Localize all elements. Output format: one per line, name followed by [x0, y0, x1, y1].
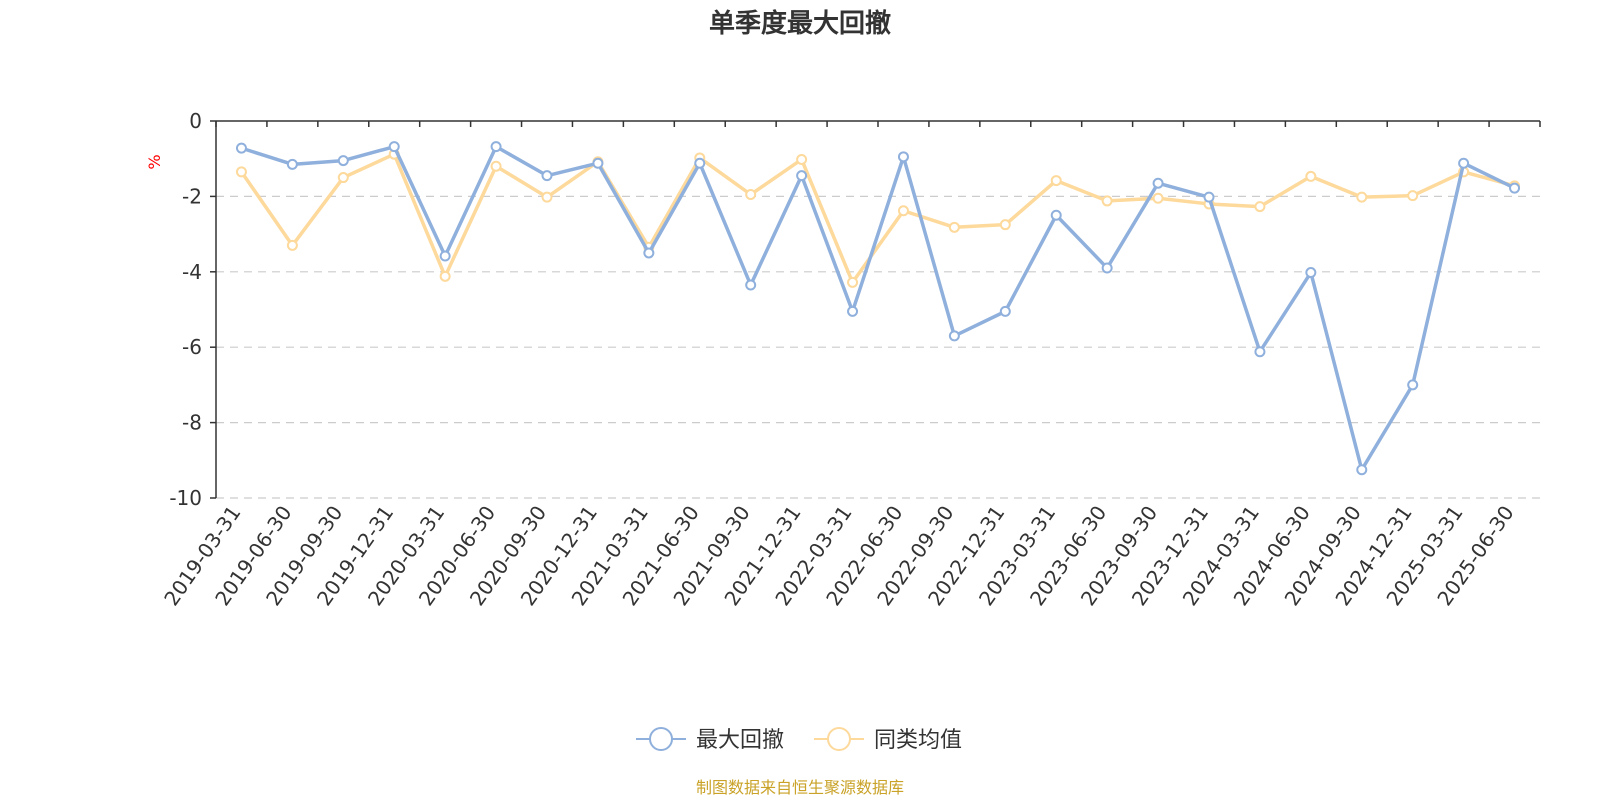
data-point-2 — [337, 172, 349, 184]
data-point-1 — [592, 157, 604, 169]
data-point-2 — [897, 205, 909, 217]
legend-item-1[interactable]: 最大回撤 — [636, 727, 784, 753]
data-point-2 — [796, 153, 808, 165]
data-point-2 — [286, 239, 298, 251]
data-point-1 — [1407, 379, 1419, 391]
legend[interactable]: 最大回撤 同类均值 — [636, 727, 962, 753]
series-layer — [235, 141, 1521, 476]
data-point-2 — [439, 270, 451, 282]
data-point-2 — [1254, 201, 1266, 213]
data-point-1 — [541, 170, 553, 182]
data-point-1 — [847, 305, 859, 317]
data-point-2 — [490, 160, 502, 172]
data-point-1 — [1356, 464, 1368, 476]
data-point-2 — [1050, 175, 1062, 187]
data-point-1 — [1458, 157, 1470, 169]
data-point-1 — [948, 330, 960, 342]
y-tick-label: -8 — [182, 411, 202, 435]
data-point-2 — [1101, 195, 1113, 207]
y-axis-unit: % — [145, 154, 164, 169]
grid-lines — [216, 195, 1540, 499]
y-tick-label: -6 — [182, 335, 202, 359]
data-point-1 — [694, 157, 706, 169]
data-point-2 — [1305, 170, 1317, 182]
data-point-2 — [999, 219, 1011, 231]
data-point-2 — [1356, 191, 1368, 203]
data-point-1 — [1254, 346, 1266, 358]
data-point-1 — [388, 141, 400, 153]
data-point-1 — [643, 247, 655, 259]
series-line-1 — [240, 144, 1516, 472]
y-tick-label: -4 — [182, 260, 202, 284]
data-point-2 — [541, 191, 553, 203]
series-line-2 — [240, 152, 1516, 285]
y-tick-label: -2 — [182, 184, 202, 208]
data-point-1 — [897, 151, 909, 163]
data-point-1 — [235, 142, 247, 154]
legend-label-2: 同类均值 — [874, 728, 962, 753]
data-point-2 — [745, 189, 757, 201]
legend-marker-1 — [649, 727, 673, 751]
data-point-1 — [439, 250, 451, 262]
data-point-1 — [1050, 209, 1062, 221]
data-point-1 — [745, 279, 757, 291]
chart-title: 单季度最大回撤 — [709, 8, 891, 39]
data-point-1 — [1203, 191, 1215, 203]
data-point-1 — [796, 170, 808, 182]
data-point-1 — [490, 141, 502, 153]
data-point-1 — [1509, 182, 1521, 194]
data-point-1 — [1101, 262, 1113, 274]
y-tick-label: -10 — [169, 486, 202, 510]
data-point-1 — [1152, 177, 1164, 189]
data-point-2 — [1407, 190, 1419, 202]
data-point-2 — [948, 221, 960, 233]
data-point-1 — [999, 305, 1011, 317]
data-point-1 — [286, 158, 298, 170]
legend-item-2[interactable]: 同类均值 — [814, 727, 962, 753]
data-point-2 — [847, 276, 859, 288]
legend-label-1: 最大回撤 — [696, 728, 784, 753]
legend-marker-2 — [827, 727, 851, 751]
data-point-2 — [1152, 192, 1164, 204]
data-point-1 — [337, 155, 349, 167]
y-tick-label: 0 — [189, 109, 202, 133]
data-point-2 — [235, 166, 247, 178]
data-point-1 — [1305, 267, 1317, 279]
source-note: 制图数据来自恒生聚源数据库 — [696, 778, 904, 797]
